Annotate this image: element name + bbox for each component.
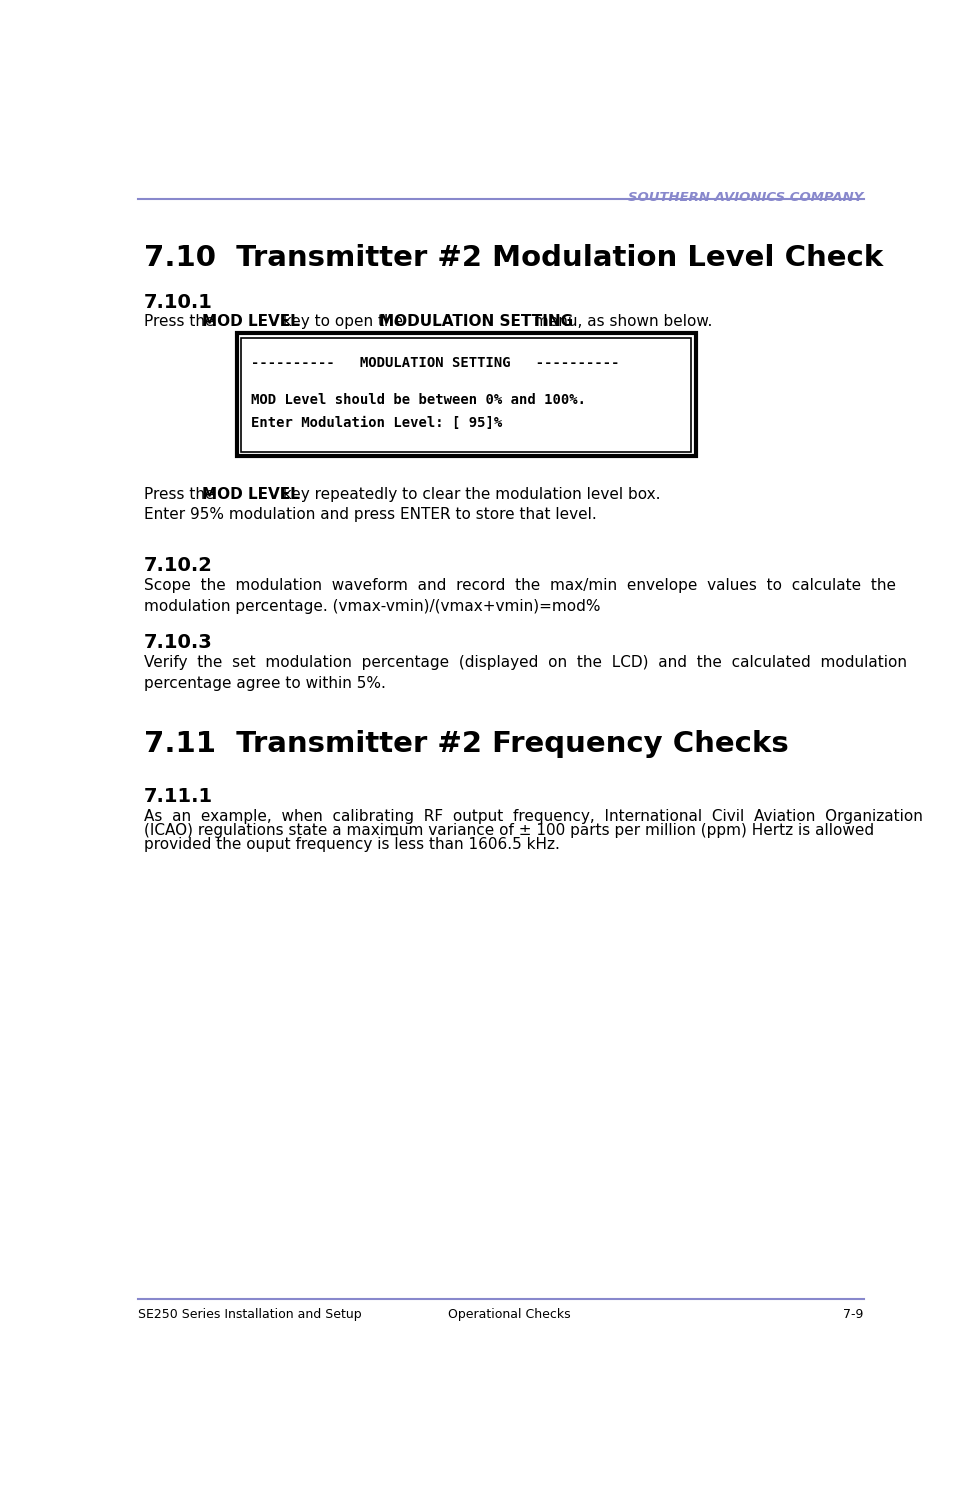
Text: 7.10.3: 7.10.3	[144, 633, 213, 652]
Text: ----------   MODULATION SETTING   ----------: ---------- MODULATION SETTING ----------	[251, 357, 619, 370]
Text: Press the: Press the	[144, 486, 219, 501]
Text: menu, as shown below.: menu, as shown below.	[530, 313, 712, 328]
Text: key repeatedly to clear the modulation level box.: key repeatedly to clear the modulation l…	[278, 486, 660, 501]
Text: MOD Level should be between 0% and 100%.: MOD Level should be between 0% and 100%.	[251, 392, 586, 407]
Text: 7.11.1: 7.11.1	[144, 788, 213, 806]
Polygon shape	[236, 333, 696, 457]
Text: 7.10.1: 7.10.1	[144, 292, 213, 312]
Text: 7.11  Transmitter #2 Frequency Checks: 7.11 Transmitter #2 Frequency Checks	[144, 730, 788, 758]
Text: 7-9: 7-9	[843, 1308, 864, 1320]
Text: SOUTHERN AVIONICS COMPANY: SOUTHERN AVIONICS COMPANY	[628, 191, 864, 204]
Text: provided the ouput frequency is less than 1606.5 kHz.: provided the ouput frequency is less tha…	[144, 837, 560, 852]
Text: MOD LEVEL: MOD LEVEL	[202, 313, 300, 328]
Text: Verify  the  set  modulation  percentage  (displayed  on  the  LCD)  and  the  c: Verify the set modulation percentage (di…	[144, 655, 907, 691]
Text: MOD LEVEL: MOD LEVEL	[202, 486, 300, 501]
Text: As  an  example,  when  calibrating  RF  output  frequency,  International  Civi: As an example, when calibrating RF outpu…	[144, 809, 922, 824]
Text: Press the: Press the	[144, 313, 219, 328]
Text: Enter Modulation Level: [ 95]%: Enter Modulation Level: [ 95]%	[251, 416, 502, 430]
Text: SE250 Series Installation and Setup: SE250 Series Installation and Setup	[138, 1308, 361, 1320]
Text: Scope  the  modulation  waveform  and  record  the  max/min  envelope  values  t: Scope the modulation waveform and record…	[144, 577, 896, 615]
Text: 7.10  Transmitter #2 Modulation Level Check: 7.10 Transmitter #2 Modulation Level Che…	[144, 245, 883, 273]
Text: Enter 95% modulation and press ENTER to store that level.: Enter 95% modulation and press ENTER to …	[144, 507, 597, 522]
Text: MODULATION SETTING: MODULATION SETTING	[379, 313, 573, 328]
Text: Operational Checks: Operational Checks	[448, 1308, 571, 1320]
Text: (ICAO) regulations state a maximum variance of ± 100 parts per million (ppm) Her: (ICAO) regulations state a maximum varia…	[144, 822, 874, 839]
Text: key to open the: key to open the	[278, 313, 408, 328]
Text: 7.10.2: 7.10.2	[144, 557, 213, 576]
